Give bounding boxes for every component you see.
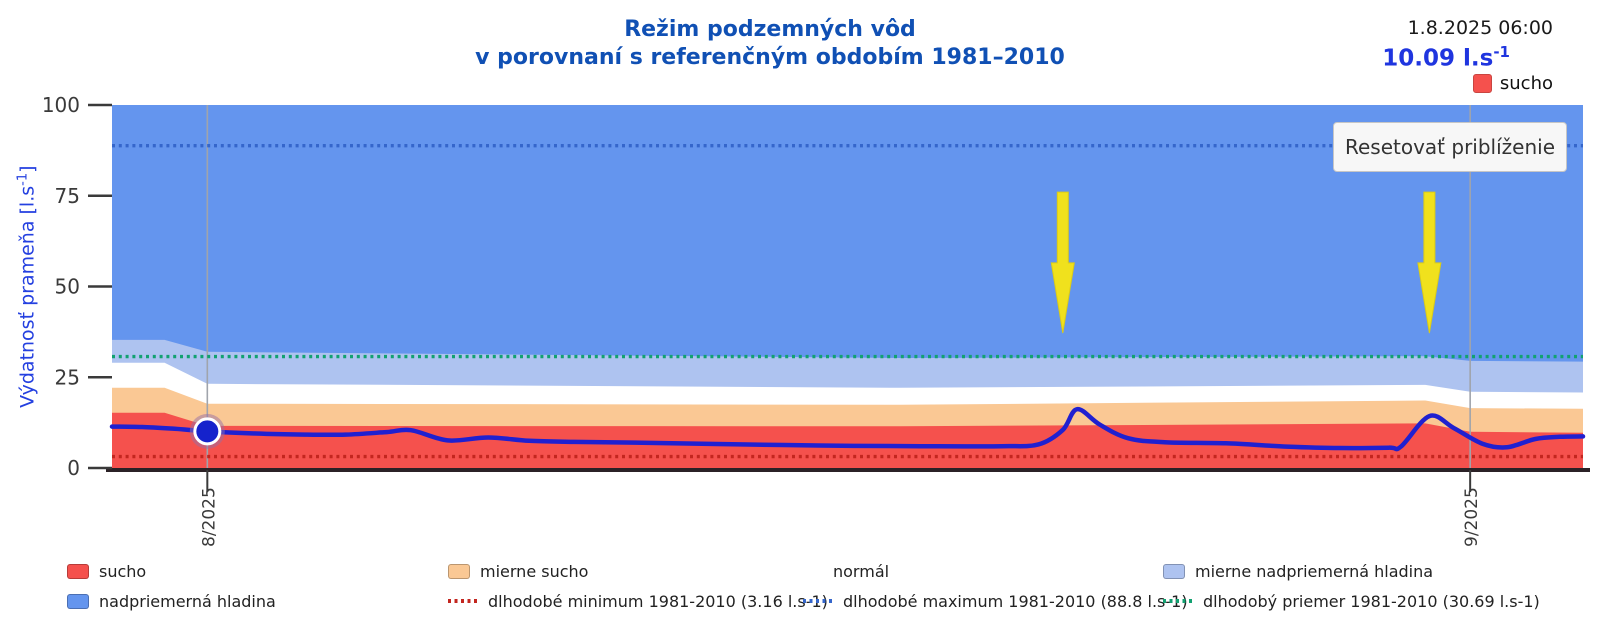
event-arrow-icon — [1050, 191, 1075, 334]
legend-color-swatch-icon — [1163, 563, 1185, 579]
current-point-marker[interactable] — [193, 417, 222, 446]
current-status: sucho — [1472, 73, 1553, 94]
legend-item-mierne-nadpriemern-hladina: mierne nadpriemerná hladina — [1163, 560, 1433, 582]
y-tick-label: 50 — [55, 275, 80, 299]
legend-item-dlhodob-minimum-1981-2010-3-16-l-s-1: dlhodobé minimum 1981-2010 (3.16 l.s-1) — [448, 590, 828, 612]
legend-item-label: sucho — [99, 561, 147, 581]
status-color-swatch — [1472, 74, 1492, 93]
chart-title: Režim podzemných vôd v porovnaní s refer… — [0, 16, 1540, 72]
legend-item-mierne-sucho: mierne sucho — [448, 560, 588, 582]
legend-dotted-swatch-icon — [1163, 599, 1193, 603]
legend-color-swatch-icon — [803, 564, 823, 578]
legend-item-dlhodob-maximum-1981-2010-88-8-l-s-1: dlhodobé maximum 1981-2010 (88.8 l.s-1) — [803, 590, 1188, 612]
legend-dotted-swatch-icon — [448, 599, 478, 603]
y-tick-label: 100 — [42, 93, 80, 117]
legend-item-dlhodob-priemer-1981-2010-30-69-l-s-1: dlhodobý priemer 1981-2010 (30.69 l.s-1) — [1163, 590, 1540, 612]
y-tick-label: 75 — [55, 184, 80, 208]
legend-item-label: normál — [833, 561, 890, 581]
chart-title-line1: Režim podzemných vôd — [624, 17, 916, 42]
current-value-number: 10.09 — [1382, 45, 1455, 72]
current-value-unit: l.s — [1463, 45, 1494, 72]
legend-item-sucho: sucho — [67, 560, 146, 582]
y-tick-label: 25 — [55, 365, 80, 389]
current-timestamp: 1.8.2025 06:00 — [1407, 17, 1553, 39]
y-tick-label: 0 — [67, 456, 80, 480]
legend-item-label: mierne sucho — [480, 561, 589, 581]
current-discharge-value: 10.09 l.s-1 — [1382, 43, 1510, 72]
legend-item-label: dlhodobé maximum 1981-2010 (88.8 l.s-1) — [843, 591, 1188, 611]
legend-color-swatch-icon — [448, 563, 470, 579]
legend-color-swatch-icon — [67, 593, 89, 609]
legend-item-norm-l: normál — [803, 560, 889, 582]
legend-color-swatch-icon — [67, 563, 89, 579]
x-tick-label: 9/2025 — [1462, 487, 1482, 547]
x-tick-label: 8/2025 — [199, 487, 219, 547]
chart-title-line2: v porovnaní s referenčným obdobím 1981–2… — [475, 45, 1065, 70]
legend-dotted-swatch-icon — [803, 599, 833, 603]
legend-item-nadpriemern-hladina: nadpriemerná hladina — [67, 590, 276, 612]
event-arrow-icon — [1417, 191, 1442, 334]
reset-zoom-button[interactable]: Resetovať priblíženie — [1333, 122, 1567, 172]
y-axis-title: Výdatnosť prameňa [l.s-1] — [15, 165, 39, 408]
legend-item-label: dlhodobé minimum 1981-2010 (3.16 l.s-1) — [488, 591, 828, 611]
legend-item-label: dlhodobý priemer 1981-2010 (30.69 l.s-1) — [1203, 591, 1540, 611]
legend-item-label: mierne nadpriemerná hladina — [1195, 561, 1434, 581]
current-value-exponent: -1 — [1493, 43, 1510, 61]
legend-item-label: nadpriemerná hladina — [99, 591, 276, 611]
status-label: sucho — [1499, 73, 1553, 94]
series-line-v-datnos-prame-a — [109, 406, 1586, 452]
